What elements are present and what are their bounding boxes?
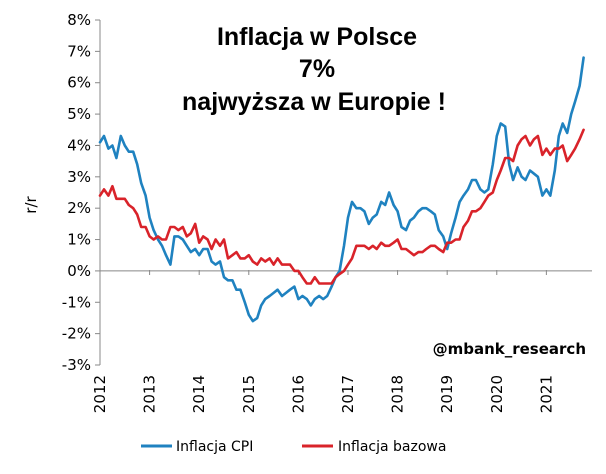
- y-axis-label: r/r: [22, 195, 40, 213]
- x-tick-label: 2014: [190, 375, 208, 413]
- y-tick-label: 8%: [67, 11, 91, 29]
- x-tick-label: 2017: [339, 375, 357, 413]
- y-tick-label: 1%: [67, 231, 91, 249]
- x-tick-label: 2020: [488, 375, 506, 413]
- legend-label: Inflacja CPI: [176, 439, 253, 455]
- y-tick-label: 3%: [67, 168, 91, 186]
- y-tick-label: 4%: [67, 136, 91, 154]
- x-tick-label: 2018: [389, 375, 407, 413]
- y-tick-label: 0%: [67, 262, 91, 280]
- y-tick-label: -1%: [62, 293, 91, 311]
- y-tick-label: -2%: [62, 325, 91, 343]
- legend-label: Inflacja bazowa: [338, 439, 446, 455]
- series-line-cpi: [98, 56, 585, 323]
- watermark-annotation: @mbank_research: [433, 340, 586, 358]
- x-tick-label: 2016: [289, 375, 307, 413]
- series-lines: [98, 56, 585, 323]
- x-tick-label: 2021: [537, 375, 555, 413]
- x-tick-label: 2019: [438, 375, 456, 413]
- y-tick-label: -3%: [62, 356, 91, 374]
- chart-title-line-2: 7%: [299, 55, 335, 83]
- chart-title-line-3: najwyższa w Europie !: [182, 88, 446, 116]
- series-line-core: [98, 128, 585, 285]
- legend: Inflacja CPI Inflacja bazowa: [141, 439, 446, 455]
- x-tick-label: 2012: [91, 375, 109, 413]
- x-tick-label: 2013: [141, 375, 159, 413]
- y-tick-label: 5%: [67, 105, 91, 123]
- x-tick-label: 2015: [240, 375, 258, 413]
- y-axis-ticks: 8% 7% 6% 5% 4% 3% 2% 1% 0% -1% -2% -3%: [62, 11, 100, 374]
- y-tick-label: 7%: [67, 42, 91, 60]
- chart-title-line-1: Inflacja w Polsce: [217, 23, 417, 51]
- y-tick-label: 2%: [67, 199, 91, 217]
- y-tick-label: 6%: [67, 74, 91, 92]
